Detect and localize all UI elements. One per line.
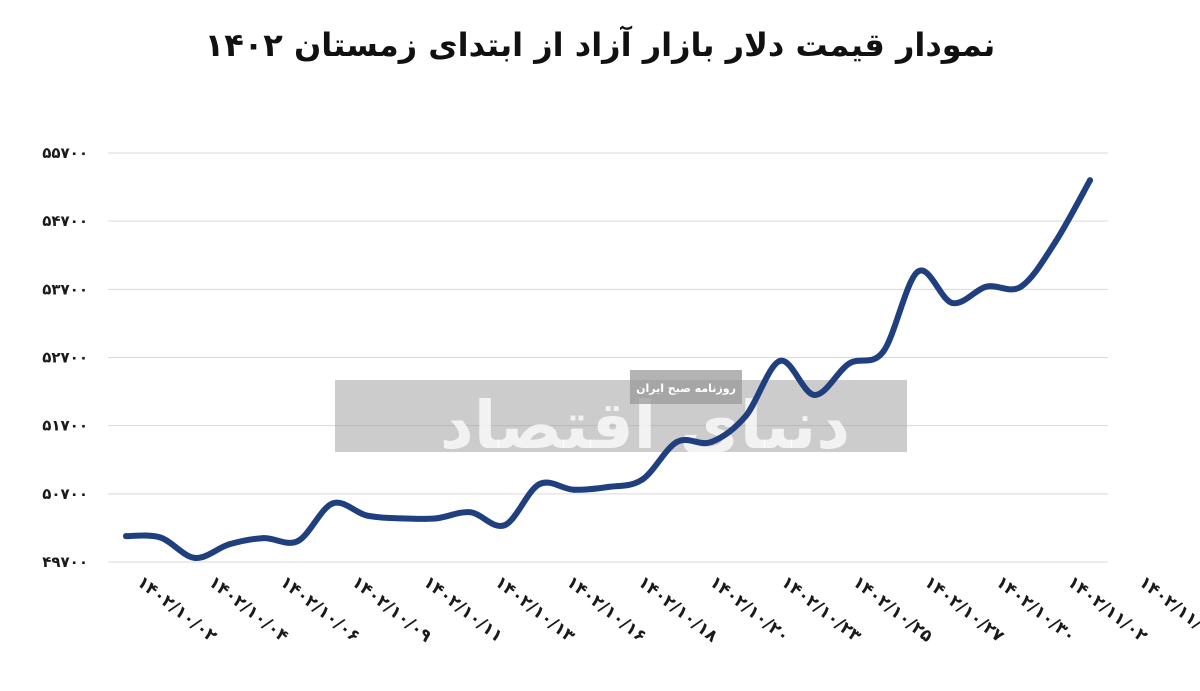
gridlines <box>108 152 1108 563</box>
data-point <box>914 268 921 275</box>
data-point <box>983 283 990 290</box>
data-point <box>673 439 680 445</box>
y-tick-label: ۵۱۷۰۰ <box>42 417 88 435</box>
data-point <box>1087 177 1093 184</box>
data-point <box>1018 283 1025 290</box>
data-point <box>364 512 370 519</box>
data-point <box>777 357 784 364</box>
data-point <box>846 360 852 367</box>
data-point <box>295 537 302 544</box>
watermark: دنیای اقتصاد روزنامه صبح ایران <box>335 370 907 464</box>
y-tick-label: ۵۵۷۰۰ <box>42 144 88 162</box>
data-point <box>467 509 474 516</box>
data-point <box>880 348 887 355</box>
data-point <box>949 300 956 306</box>
y-axis-ticks: ۴۹۷۰۰ ۵۰۷۰۰ ۵۱۷۰۰ ۵۲۷۰۰ ۵۳۷۰۰ ۵۴۷۰۰ ۵۵۷۰۰ <box>42 144 88 571</box>
data-point <box>226 541 233 548</box>
data-point <box>1052 238 1059 245</box>
y-tick-label: ۵۰۷۰۰ <box>42 485 88 503</box>
data-point <box>708 439 715 445</box>
y-tick-label: ۴۹۷۰۰ <box>42 553 88 571</box>
data-point <box>260 535 267 542</box>
data-point <box>329 500 336 507</box>
data-point <box>639 476 646 483</box>
y-tick-label: ۵۲۷۰۰ <box>42 349 88 367</box>
data-point <box>742 413 749 420</box>
data-point <box>191 554 198 561</box>
x-axis-ticks: ۱۴۰۲/۱۰/۰۲۱۴۰۲/۱۰/۰۴۱۴۰۲/۱۰/۰۶۱۴۰۲/۱۰/۰۹… <box>133 572 1200 647</box>
data-point <box>536 481 543 488</box>
data-point <box>501 522 508 529</box>
y-tick-label: ۵۴۷۰۰ <box>42 212 88 230</box>
data-point <box>811 392 818 398</box>
data-point <box>123 533 129 540</box>
data-point <box>432 515 439 522</box>
data-point <box>398 515 405 522</box>
watermark-tagline: روزنامه صبح ایران <box>636 382 736 395</box>
watermark-tagline-box <box>630 370 742 404</box>
data-points <box>123 177 1093 561</box>
data-point <box>157 534 164 541</box>
series-line <box>123 177 1093 561</box>
data-point <box>605 484 611 490</box>
y-tick-label: ۵۳۷۰۰ <box>42 280 88 298</box>
chart-title: نمودار قیمت دلار بازار آزاد از ابتدای زم… <box>204 26 996 64</box>
data-point <box>570 486 577 493</box>
